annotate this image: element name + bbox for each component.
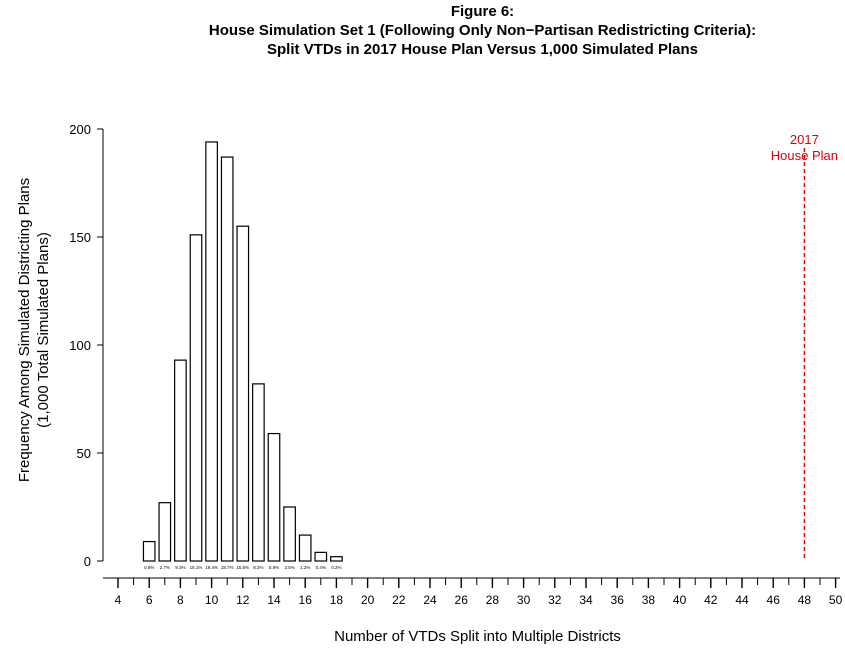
y-tick-label: 100 (69, 338, 91, 353)
y-tick-label: 50 (77, 446, 91, 461)
bar-percent-label: 0.9% (144, 565, 154, 570)
x-tick-label: 32 (548, 593, 562, 607)
x-tick-label: 18 (330, 593, 344, 607)
bar-percent-label: 2.7% (160, 565, 170, 570)
bar-percent-label: 15.5% (236, 565, 249, 570)
y-tick-label: 150 (69, 230, 91, 245)
x-axis-label: Number of VTDs Split into Multiple Distr… (334, 628, 621, 645)
histogram-bar (252, 383, 265, 562)
histogram-bar (174, 359, 187, 562)
x-tick-label: 26 (455, 593, 469, 607)
histogram-bar (330, 556, 343, 562)
bar-percent-label: 5.9% (269, 565, 279, 570)
bar-percent-label: 15.1% (190, 565, 203, 570)
x-tick-label: 48 (798, 593, 812, 607)
bar-percent-label: 1.2% (300, 565, 310, 570)
histogram-bar (142, 540, 156, 562)
chart-title-block: Figure 6: House Simulation Set 1 (Follow… (0, 2, 845, 59)
histogram-bar (283, 506, 296, 562)
x-tick-label: 36 (611, 593, 625, 607)
histogram-bar (267, 432, 281, 562)
y-tick-label: 200 (69, 122, 91, 137)
bar-percent-label: 9.3% (175, 565, 185, 570)
histogram-bar (220, 156, 234, 562)
bar-percent-label: 0.4% (316, 565, 326, 570)
x-tick-label: 34 (579, 593, 593, 607)
histogram-bar (158, 502, 172, 562)
x-tick-label: 24 (423, 593, 437, 607)
x-tick-label: 20 (361, 593, 375, 607)
x-tick-label: 8 (177, 593, 184, 607)
histogram-bar (298, 534, 312, 562)
chart-subtitle-line-2: Split VTDs in 2017 House Plan Versus 1,0… (266, 41, 698, 58)
x-tick-label: 14 (267, 593, 281, 607)
x-tick-label: 22 (392, 593, 406, 607)
x-tick-label: 16 (299, 593, 313, 607)
x-tick-label: 10 (205, 593, 219, 607)
histogram-bar (314, 551, 328, 562)
x-tick-label: 30 (517, 593, 531, 607)
bar-percent-label: 0.2% (331, 565, 341, 570)
x-tick-label: 50 (829, 593, 843, 607)
bar-percent-label: 2.5% (284, 565, 294, 570)
histogram-bar (205, 141, 218, 562)
bar-percent-label: 19.4% (205, 565, 218, 570)
x-tick-label: 6 (146, 593, 153, 607)
x-tick-label: 44 (735, 593, 749, 607)
reference-line-label-year: 2017 (789, 132, 819, 147)
x-tick-label: 46 (767, 593, 781, 607)
x-tick-label: 38 (642, 593, 656, 607)
chart-title: Figure 6: (450, 3, 515, 20)
x-tick-label: 4 (115, 593, 122, 607)
histogram-bar (189, 234, 203, 562)
histogram-bar (236, 225, 250, 562)
x-tick-label: 28 (486, 593, 500, 607)
x-tick-label: 40 (673, 593, 687, 607)
x-tick-label: 42 (704, 593, 718, 607)
bar-percent-label: 18.7% (221, 565, 234, 570)
y-tick-label: 0 (84, 554, 91, 569)
bar-percent-label: 8.2% (253, 565, 263, 570)
chart-subtitle-line-1: House Simulation Set 1 (Following Only N… (208, 22, 757, 39)
x-tick-label: 12 (236, 593, 250, 607)
